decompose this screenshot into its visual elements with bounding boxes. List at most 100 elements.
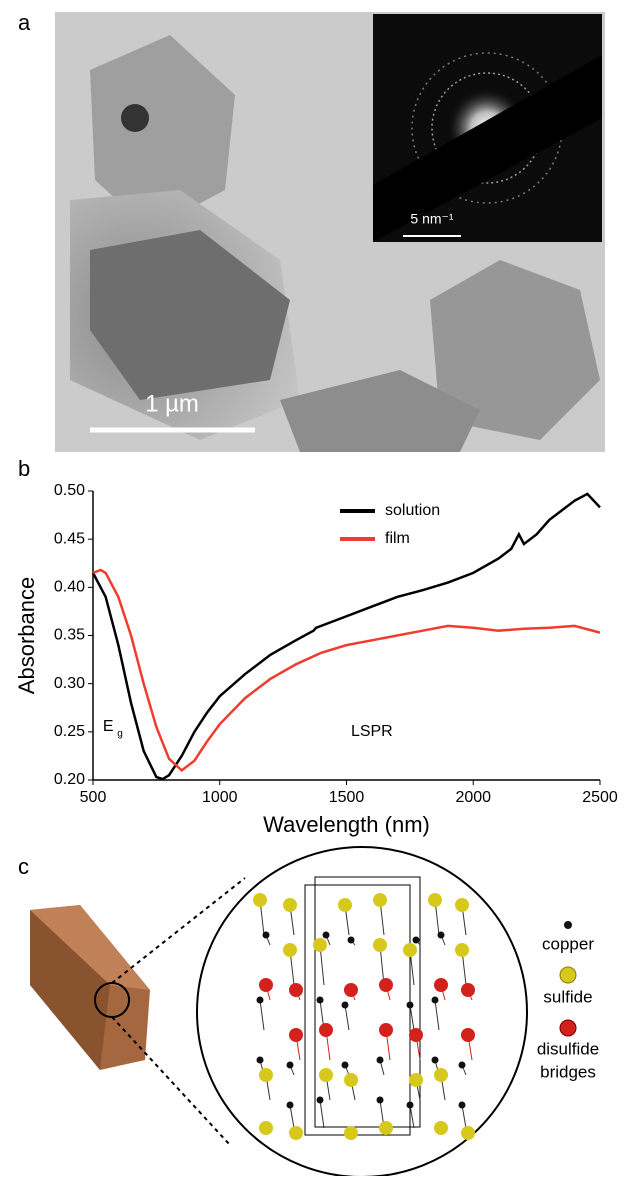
atom [283, 898, 297, 912]
atom [256, 1056, 264, 1064]
bond [461, 1104, 467, 1129]
atom [431, 996, 439, 1004]
y-tick-label: 0.45 [54, 530, 85, 547]
y-tick-label: 0.35 [54, 627, 85, 644]
panel-label: b [18, 456, 30, 481]
bond [409, 1004, 415, 1031]
atom [259, 1068, 273, 1082]
atom [313, 938, 327, 952]
atom [262, 931, 270, 939]
atom [379, 1121, 393, 1135]
atom [376, 1096, 384, 1104]
bond [289, 1104, 295, 1129]
atom [428, 893, 442, 907]
atom [316, 996, 324, 1004]
atom [256, 996, 264, 1004]
legend-label: sulfide [543, 987, 592, 1006]
atom [434, 1068, 448, 1082]
atom [461, 1028, 475, 1042]
atom [316, 1096, 324, 1104]
atom [455, 943, 469, 957]
x-tick-label: 500 [80, 789, 107, 806]
y-tick-label: 0.30 [54, 675, 85, 692]
atom [319, 1068, 333, 1082]
legend-swatch [559, 966, 577, 984]
x-tick-label: 2500 [582, 789, 618, 806]
atom [406, 1001, 414, 1009]
annotation: E [103, 718, 114, 735]
atom [434, 978, 448, 992]
y-axis-label: Absorbance [14, 577, 39, 694]
atom [434, 1121, 448, 1135]
atom [373, 893, 387, 907]
atom [341, 1001, 349, 1009]
atom [455, 898, 469, 912]
atom [338, 898, 352, 912]
atom [341, 1061, 349, 1069]
crystal-diagram [30, 846, 528, 1178]
chart: 0.20 0.25 0.30 0.35 0.40 0.45 0.50 500 1000 1500 2… [14, 482, 618, 837]
atom [289, 983, 303, 997]
data-line [92, 568, 601, 772]
atom [403, 943, 417, 957]
atom [409, 1028, 423, 1042]
legend-label: disulfide [537, 1039, 599, 1058]
atom [322, 931, 330, 939]
atom [458, 1061, 466, 1069]
legend-label: solution [385, 502, 440, 519]
y-tick-label: 0.20 [54, 771, 85, 788]
annotation-subscript: g [117, 729, 123, 740]
atom [286, 1061, 294, 1069]
bond [409, 1104, 415, 1129]
atom [289, 1028, 303, 1042]
panel-label: c [18, 854, 29, 879]
atom [289, 1126, 303, 1140]
panel-label: a [18, 10, 31, 35]
scale-bar-label: 5 nm⁻¹ [410, 211, 454, 227]
bond [344, 1004, 350, 1031]
atom [458, 1101, 466, 1109]
atom [344, 1126, 358, 1140]
atom [373, 938, 387, 952]
atom [379, 1023, 393, 1037]
atom [283, 943, 297, 957]
tem-image [55, 12, 605, 452]
atom [344, 983, 358, 997]
atom [259, 978, 273, 992]
x-tick-label: 1000 [202, 789, 238, 806]
atom [376, 1056, 384, 1064]
x-tick-label: 1500 [329, 789, 365, 806]
atom [412, 936, 420, 944]
legend-label: film [385, 530, 410, 547]
legend-swatch [559, 1019, 577, 1037]
y-tick-label: 0.50 [54, 482, 85, 499]
atom [431, 1056, 439, 1064]
atom [379, 978, 393, 992]
y-tick-label: 0.25 [54, 723, 85, 740]
data-line [91, 492, 601, 781]
x-axis-label: Wavelength (nm) [263, 812, 430, 837]
legend-label: copper [542, 934, 594, 953]
atom [319, 1023, 333, 1037]
legend-label: bridges [540, 1062, 596, 1081]
atom [461, 983, 475, 997]
annotation: LSPR [351, 723, 393, 740]
atom [259, 1121, 273, 1135]
atom [406, 1101, 414, 1109]
scale-bar-label: 1 µm [145, 390, 199, 417]
atom [409, 1073, 423, 1087]
atom [286, 1101, 294, 1109]
atom [347, 936, 355, 944]
x-tick-label: 2000 [455, 789, 491, 806]
bond [434, 999, 440, 1031]
y-tick-label: 0.40 [54, 579, 85, 596]
legend-swatch [564, 921, 572, 929]
atom [437, 931, 445, 939]
bond [319, 1099, 325, 1129]
atom [461, 1126, 475, 1140]
bond [259, 999, 265, 1031]
atom [253, 893, 267, 907]
atom [344, 1073, 358, 1087]
